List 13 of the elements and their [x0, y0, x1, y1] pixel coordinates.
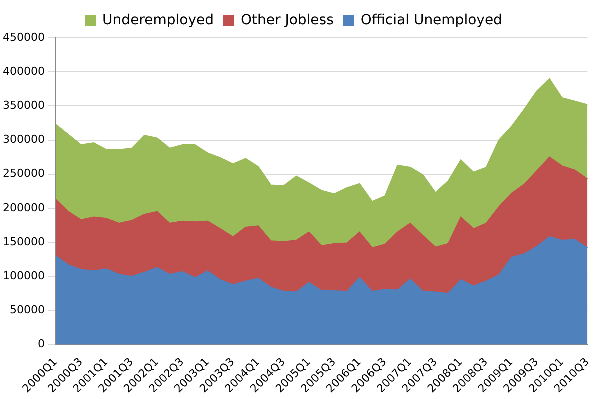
legend-label: Official Unemployed [360, 12, 502, 29]
y-tick-label: 350000 [2, 99, 45, 112]
y-tick-label: 250000 [2, 167, 45, 180]
y-tick-label: 450000 [2, 30, 45, 44]
y-tick-label: 300000 [2, 133, 45, 146]
legend-label: Other Jobless [241, 12, 334, 29]
y-tick-label: 200000 [2, 201, 45, 214]
y-tick-label: 0 [38, 338, 45, 351]
y-tick-label: 50000 [10, 304, 45, 317]
y-tick-label: 100000 [2, 269, 45, 282]
y-tick-label: 150000 [2, 235, 45, 248]
y-tick-label: 400000 [2, 64, 45, 78]
legend-label: Underemployed [102, 12, 214, 29]
